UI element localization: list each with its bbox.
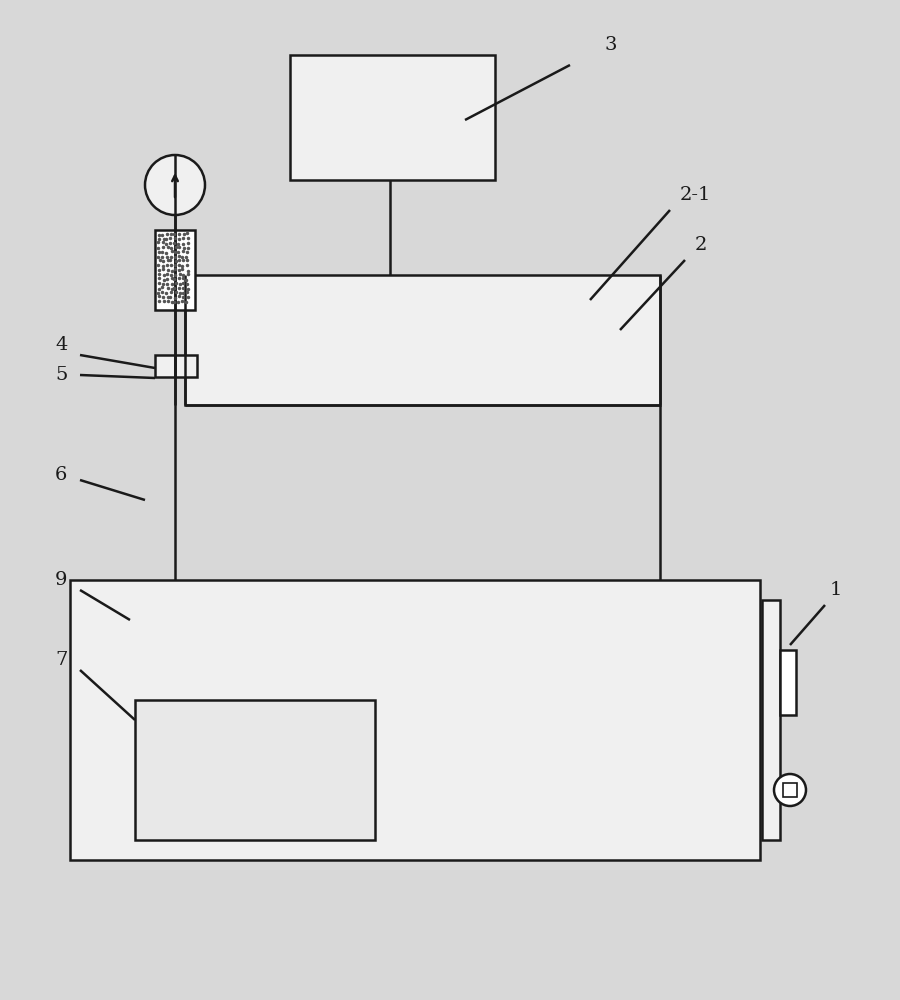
Bar (290, 55, 495, 180)
Circle shape (774, 774, 806, 806)
Circle shape (145, 155, 205, 215)
Bar (762, 600, 780, 840)
Text: 6: 6 (55, 466, 68, 484)
Bar (185, 275, 660, 405)
Text: 5: 5 (55, 366, 68, 384)
Bar (155, 230, 195, 310)
Bar (155, 355, 197, 377)
Bar (783, 783, 797, 797)
Bar (70, 580, 760, 860)
Bar (135, 700, 375, 840)
Text: 9: 9 (55, 571, 68, 589)
Text: 1: 1 (830, 581, 842, 599)
Text: 2-1: 2-1 (680, 186, 711, 204)
Text: 2: 2 (695, 236, 707, 254)
Text: 3: 3 (605, 36, 617, 54)
Text: 4: 4 (55, 336, 68, 354)
Bar (780, 650, 796, 715)
Text: 7: 7 (55, 651, 68, 669)
